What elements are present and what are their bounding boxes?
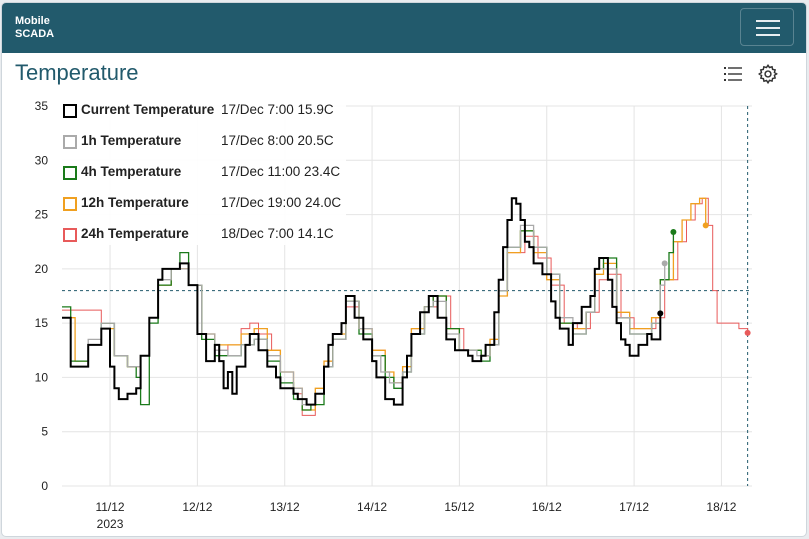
list-icon[interactable] — [722, 63, 744, 85]
chart-legend: Current Temperature 17/Dec 7:00 15.9C 1h T… — [56, 93, 346, 245]
chart-series — [62, 197, 751, 416]
legend-swatch — [63, 135, 77, 149]
series-line — [62, 197, 662, 406]
legend-item[interactable]: Current Temperature 17/Dec 7:00 15.9C — [56, 101, 346, 121]
legend-series-value: 17/Dec 8:00 20.5C — [221, 133, 334, 148]
legend-series-name: 1h Temperature — [81, 133, 182, 148]
x-tick-label: 12/12 — [182, 500, 212, 514]
top-navbar: Mobile SCADA — [2, 3, 806, 53]
x-tick-label: 16/12 — [532, 500, 562, 514]
hamburger-menu-button[interactable] — [740, 8, 794, 46]
y-tick-label: 10 — [35, 370, 49, 384]
y-tick-label: 5 — [41, 425, 48, 439]
legend-series-name: 24h Temperature — [81, 226, 189, 241]
y-tick-label: 35 — [35, 99, 49, 113]
brand-line-1: Mobile — [15, 15, 50, 27]
legend-series-name: 12h Temperature — [81, 195, 189, 210]
legend-series-value: 17/Dec 7:00 15.9C — [221, 102, 334, 117]
x-tick-sublabel: 2023 — [97, 517, 124, 531]
legend-series-value: 17/Dec 19:00 24.0C — [221, 195, 342, 210]
legend-item[interactable]: 1h Temperature 17/Dec 8:00 20.5C — [56, 132, 346, 152]
x-axis: 11/12 2023 12/12 13/12 14/12 15/12 16/12 17/12 1… — [95, 500, 736, 531]
brand-line-2: SCADA — [15, 28, 55, 40]
x-tick-label: 17/12 — [619, 500, 649, 514]
y-tick-label: 30 — [35, 153, 49, 167]
gear-icon[interactable] — [757, 63, 779, 85]
page-title: Temperature — [15, 60, 139, 85]
series-endpoint — [670, 228, 677, 235]
legend-item[interactable]: 24h Temperature 18/Dec 7:00 14.1C — [56, 225, 346, 245]
legend-item[interactable]: 12h Temperature 17/Dec 19:00 24.0C — [56, 194, 346, 214]
x-tick-label: 11/12 — [95, 500, 124, 514]
legend-series-name: 4h Temperature — [81, 164, 182, 179]
legend-series-value: 18/Dec 7:00 14.1C — [221, 226, 334, 241]
y-tick-label: 0 — [41, 479, 48, 493]
series-endpoint — [657, 310, 664, 317]
legend-swatch — [63, 228, 77, 242]
y-tick-label: 20 — [35, 262, 49, 276]
series-endpoint — [702, 222, 709, 229]
x-tick-label: 14/12 — [357, 500, 387, 514]
series-endpoint — [744, 329, 751, 336]
legend-swatch — [63, 166, 77, 180]
x-tick-label: 18/12 — [706, 500, 736, 514]
legend-item[interactable]: 4h Temperature 17/Dec 11:00 23.4C — [56, 163, 346, 183]
legend-series-value: 17/Dec 11:00 23.4C — [221, 164, 341, 179]
x-tick-label: 15/12 — [444, 500, 474, 514]
hamburger-menu-icon — [756, 20, 780, 22]
legend-series-name: Current Temperature — [81, 102, 215, 117]
y-axis: 0 5 10 15 20 25 30 35 — [35, 99, 49, 493]
brand-logo[interactable]: Mobile SCADA — [15, 15, 54, 41]
x-tick-label: 13/12 — [270, 500, 300, 514]
y-tick-label: 25 — [35, 208, 49, 222]
series-endpoint — [661, 260, 668, 267]
legend-swatch — [63, 104, 77, 118]
y-tick-label: 15 — [35, 316, 49, 330]
legend-swatch — [63, 197, 77, 211]
